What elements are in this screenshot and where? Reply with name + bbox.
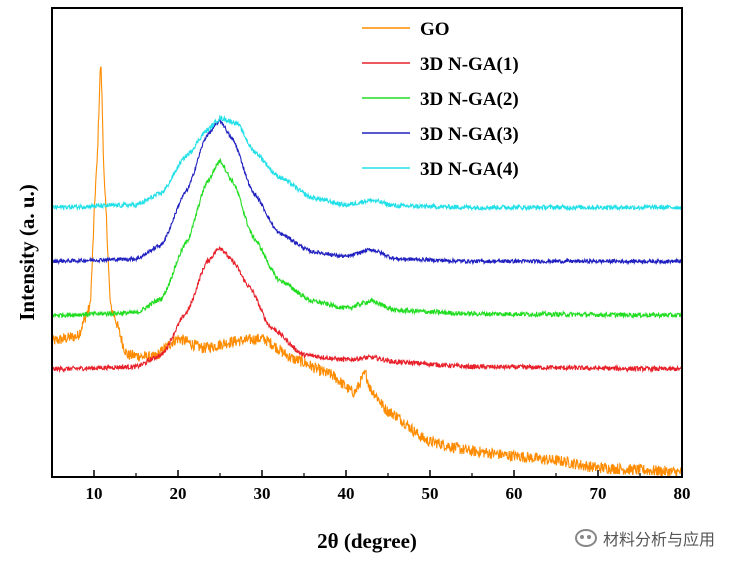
x-tick-label-30: 30: [254, 484, 271, 503]
x-axis-title: 2θ (degree): [317, 529, 417, 553]
series-line-0: [51, 66, 683, 478]
series-line-1: [51, 245, 683, 374]
legend-label-1: 3D N-GA(1): [420, 54, 519, 75]
legend-label-3: 3D N-GA(3): [420, 124, 519, 145]
watermark-text: 材料分析与应用: [602, 530, 715, 549]
x-tick-label-10: 10: [86, 484, 103, 503]
legend: GO 3D N-GA(1) 3D N-GA(2) 3D N-GA(3) 3D N-GA(…: [362, 19, 519, 180]
x-tick-label-50: 50: [422, 484, 439, 503]
series-line-3: [51, 117, 683, 266]
x-axis: 10 20 30 40 50 60 70 80: [51, 470, 691, 503]
x-tick-label-70: 70: [590, 484, 607, 503]
legend-label-0: GO: [420, 19, 450, 40]
y-axis-title: Intensity (a. u.): [15, 184, 39, 321]
plot-lines: [51, 66, 683, 478]
x-tick-label-60: 60: [506, 484, 523, 503]
series-line-4: [51, 114, 683, 212]
x-tick-label-40: 40: [338, 484, 355, 503]
x-tick-label-80: 80: [674, 484, 691, 503]
legend-label-4: 3D N-GA(4): [420, 159, 519, 180]
plot-frame: [51, 7, 683, 478]
watermark: 材料分析与应用: [574, 526, 715, 550]
legend-label-2: 3D N-GA(2): [420, 89, 519, 110]
x-tick-label-20: 20: [170, 484, 187, 503]
wechat-icon: [574, 529, 597, 547]
series-line-2: [51, 158, 683, 320]
